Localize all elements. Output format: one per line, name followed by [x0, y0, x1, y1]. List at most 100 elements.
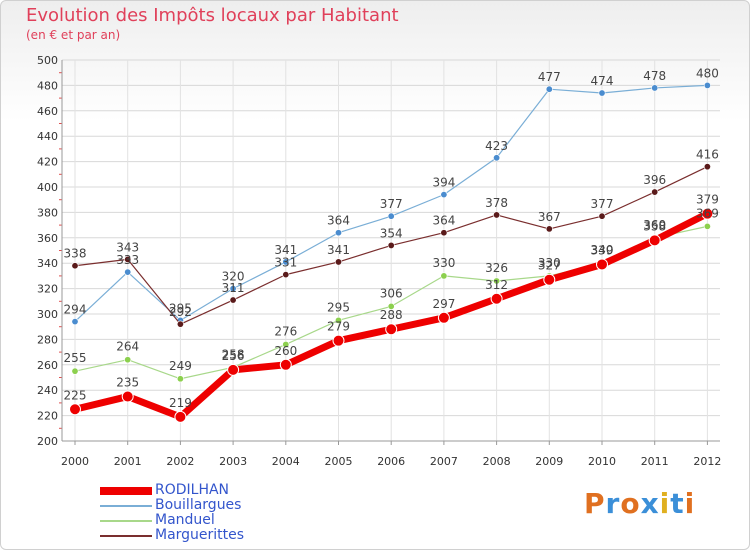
- data-label-bouillargues-2004: 341: [274, 243, 297, 257]
- legend-swatch-rodilhan: [100, 487, 152, 495]
- data-label-bouillargues-2003: 320: [222, 270, 245, 284]
- point-rodilhan-2007: [437, 311, 450, 324]
- data-label-marguerittes-2008: 378: [485, 196, 508, 210]
- y-tick-label-480: 480: [37, 79, 58, 92]
- data-label-bouillargues-2002: 295: [169, 301, 192, 315]
- y-tick-label-220: 220: [37, 410, 58, 423]
- data-label-rodilhan-2003: 256: [222, 349, 245, 363]
- data-label-rodilhan-2006: 288: [380, 308, 403, 322]
- data-label-manduel-2008: 326: [485, 261, 508, 275]
- point-bouillargues-2011: [651, 84, 659, 92]
- y-tick-label-360: 360: [37, 232, 58, 245]
- point-bouillargues-2003: [229, 285, 237, 293]
- point-rodilhan-2003: [227, 363, 240, 376]
- legend-label-manduel: Manduel: [155, 512, 215, 528]
- point-manduel-2004: [282, 340, 290, 348]
- data-label-marguerittes-2010: 377: [591, 197, 614, 211]
- x-tick-label-2007: 2007: [430, 455, 458, 468]
- point-manduel-2001: [124, 356, 132, 364]
- point-rodilhan-2001: [121, 390, 134, 403]
- data-label-manduel-2004: 276: [274, 324, 297, 338]
- data-label-marguerittes-2001: 343: [116, 240, 139, 254]
- data-label-marguerittes-2012: 416: [696, 148, 719, 162]
- point-rodilhan-2012: [701, 207, 714, 220]
- x-tick-label-2006: 2006: [377, 455, 405, 468]
- data-label-bouillargues-2009: 477: [538, 70, 561, 84]
- x-tick-label-2002: 2002: [166, 455, 194, 468]
- point-rodilhan-2002: [174, 410, 187, 423]
- y-tick-label-240: 240: [37, 384, 58, 397]
- data-label-bouillargues-2000: 294: [64, 303, 87, 317]
- data-label-bouillargues-2008: 423: [485, 139, 508, 153]
- data-label-bouillargues-2010: 474: [591, 74, 614, 88]
- point-bouillargues-2004: [282, 258, 290, 266]
- data-label-marguerittes-2011: 396: [643, 173, 666, 187]
- data-label-bouillargues-2005: 364: [327, 214, 350, 228]
- point-marguerittes-2000: [71, 262, 79, 270]
- data-label-marguerittes-2007: 364: [432, 214, 455, 228]
- data-label-rodilhan-2002: 219: [169, 396, 192, 410]
- data-label-manduel-2009: 330: [538, 256, 561, 270]
- data-label-manduel-2006: 306: [380, 286, 403, 300]
- point-bouillargues-2009: [545, 85, 553, 93]
- x-tick-label-2003: 2003: [219, 455, 247, 468]
- data-label-manduel-2000: 255: [64, 351, 87, 365]
- data-label-manduel-2010: 340: [591, 243, 614, 257]
- point-bouillargues-2010: [598, 89, 606, 97]
- data-label-manduel-2007: 330: [432, 256, 455, 270]
- x-tick-label-2001: 2001: [114, 455, 142, 468]
- point-rodilhan-2010: [596, 258, 608, 271]
- data-label-marguerittes-2004: 331: [274, 256, 297, 270]
- x-tick-label-2008: 2008: [483, 455, 511, 468]
- point-rodilhan-2011: [648, 234, 661, 247]
- x-tick-label-2011: 2011: [641, 455, 669, 468]
- point-bouillargues-2012: [703, 81, 711, 89]
- point-marguerittes-2010: [598, 212, 606, 220]
- point-marguerittes-2011: [651, 188, 659, 196]
- data-label-rodilhan-2011: 358: [643, 219, 666, 233]
- data-label-manduel-2005: 295: [327, 300, 350, 314]
- data-label-rodilhan-2001: 235: [116, 376, 139, 390]
- data-label-rodilhan-2009: 327: [538, 259, 561, 273]
- point-marguerittes-2006: [387, 241, 395, 249]
- data-label-marguerittes-2002: 292: [169, 305, 192, 319]
- data-label-bouillargues-2001: 333: [116, 253, 139, 267]
- y-tick-label-420: 420: [37, 156, 58, 169]
- y-tick-label-380: 380: [37, 206, 58, 219]
- data-label-rodilhan-2004: 260: [274, 344, 297, 358]
- x-tick-label-2010: 2010: [588, 455, 616, 468]
- data-label-rodilhan-2000: 225: [64, 388, 87, 402]
- data-label-rodilhan-2012: 379: [696, 193, 719, 207]
- legend-swatch-manduel: [100, 520, 152, 522]
- data-label-bouillargues-2011: 478: [643, 69, 666, 83]
- data-label-rodilhan-2005: 279: [327, 320, 350, 334]
- y-tick-label-260: 260: [37, 359, 58, 372]
- point-rodilhan-2008: [490, 292, 503, 305]
- point-marguerittes-2008: [493, 211, 501, 219]
- y-tick-label-200: 200: [37, 435, 58, 448]
- x-tick-label-2009: 2009: [535, 455, 563, 468]
- point-bouillargues-2007: [440, 191, 448, 199]
- data-label-bouillargues-2007: 394: [432, 176, 455, 190]
- point-rodilhan-2006: [385, 323, 398, 336]
- point-rodilhan-2009: [543, 273, 556, 286]
- y-tick-label-500: 500: [37, 54, 58, 67]
- legend-label-marguerittes: Marguerittes: [155, 527, 245, 543]
- point-manduel-2008: [493, 277, 501, 285]
- point-marguerittes-2007: [440, 229, 448, 237]
- series-lines: [69, 81, 714, 423]
- data-label-manduel-2003: 258: [222, 347, 245, 361]
- data-label-manduel-2002: 249: [169, 359, 192, 373]
- point-marguerittes-2005: [334, 258, 342, 266]
- y-tick-label-300: 300: [37, 308, 58, 321]
- point-manduel-2002: [176, 375, 184, 383]
- point-manduel-2000: [71, 367, 79, 375]
- data-label-marguerittes-2006: 354: [380, 226, 403, 240]
- data-label-marguerittes-2000: 338: [64, 247, 87, 261]
- point-marguerittes-2001: [124, 255, 132, 263]
- y-tick-label-340: 340: [37, 257, 58, 270]
- point-marguerittes-2012: [703, 163, 711, 171]
- legend-swatch-marguerittes: [100, 535, 152, 537]
- data-label-manduel-2001: 264: [116, 340, 139, 354]
